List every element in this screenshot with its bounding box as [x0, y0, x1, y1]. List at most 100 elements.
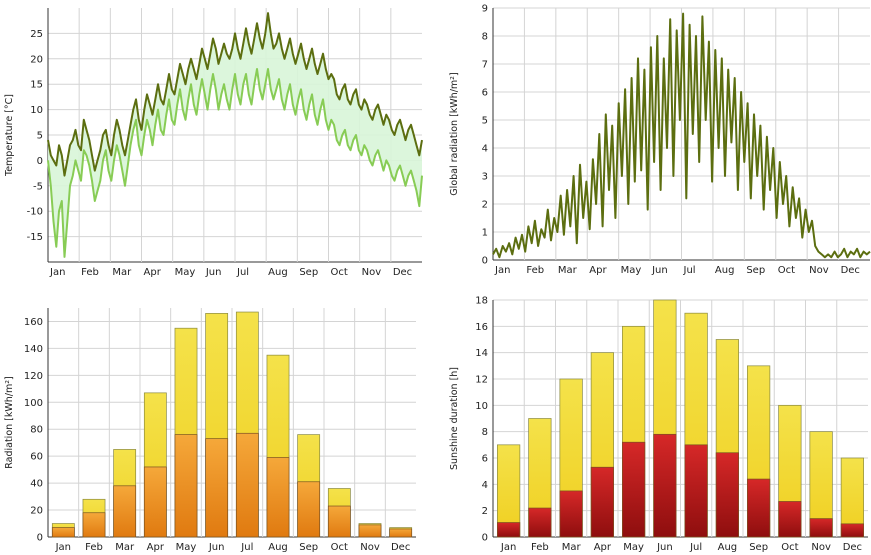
y-tick-label: 6	[482, 454, 488, 465]
x-tick-label: Jan	[494, 265, 510, 276]
x-tick-label: Jun	[651, 265, 668, 276]
x-tick-label: Sep	[746, 265, 765, 276]
x-tick-label: Jan	[55, 542, 71, 553]
global-radiation-chart: 0 1 2 3 4 5 6 7 8 9 Global radiation [kWh/m²] Jan Fe…	[449, 4, 871, 276]
x-tick-label: Mar	[115, 542, 135, 553]
x-tick-label: Dec	[841, 265, 860, 276]
bar-part	[297, 481, 321, 538]
y-tick-label: 4	[482, 480, 488, 491]
x-tick-label: Sep	[749, 542, 768, 553]
x-tick-label: Apr	[589, 265, 607, 276]
y-tick-label: 18	[475, 296, 488, 307]
bar-part	[143, 466, 167, 538]
bar-part	[809, 518, 833, 538]
series-line-0	[492, 12, 871, 259]
x-tick-label: Feb	[526, 265, 544, 276]
y-tick-label: 120	[24, 371, 43, 382]
bar-part	[684, 444, 708, 538]
y-tick-label: -15	[27, 232, 43, 243]
x-tick-label: Feb	[531, 542, 549, 553]
y-tick-label: 20	[30, 506, 43, 517]
bar-part	[497, 522, 521, 538]
x-tick-label: Jan	[500, 542, 516, 553]
x-tick-label: Jun	[656, 542, 673, 553]
x-tick-label: Aug	[718, 542, 738, 553]
x-tick-label: Nov	[809, 265, 829, 276]
y-tick-label: -10	[27, 207, 43, 218]
monthly-radiation-chart: 0 20 40 60 80 100 120 140 160 Radiation [kWh/m²] J…	[4, 308, 416, 553]
x-tick-label: Apr	[144, 267, 162, 278]
x-tick-label: Sep	[299, 267, 318, 278]
bar-part	[327, 505, 351, 538]
y-tick-label: 140	[24, 344, 43, 355]
bar-part	[235, 432, 259, 538]
bar-part	[205, 438, 229, 538]
x-tick-label: Apr	[147, 542, 165, 553]
y-tick-label: 0	[37, 156, 43, 167]
x-tick-label: Nov	[360, 542, 380, 553]
x-tick-label: Jul	[689, 542, 702, 553]
y-tick-label: 8	[482, 427, 488, 438]
x-tick-label: Aug	[268, 267, 288, 278]
bar-part	[528, 507, 552, 538]
y-tick-label: 100	[24, 398, 43, 409]
y-tick-label: 12	[475, 375, 488, 386]
y-tick-label: 60	[30, 452, 43, 463]
y-tick-label: 2	[482, 506, 488, 517]
x-tick-label: Feb	[85, 542, 103, 553]
x-tick-label: Nov	[362, 267, 382, 278]
series-line-1	[47, 68, 423, 258]
y-axis-label: Temperature [°C]	[4, 94, 15, 177]
x-tick-label: Dec	[391, 542, 410, 553]
y-tick-label: 10	[30, 105, 43, 116]
y-axis-label: Radiation [kWh/m²]	[4, 376, 15, 469]
y-tick-label: 40	[30, 479, 43, 490]
x-tick-label: May	[175, 267, 196, 278]
y-tick-label: 10	[475, 401, 488, 412]
range-fill	[48, 13, 422, 257]
y-tick-label: 6	[482, 88, 488, 99]
bar-part	[590, 466, 614, 538]
y-tick-label: 15	[30, 80, 43, 91]
y-tick-label: 2	[482, 200, 488, 211]
y-axis-label: Sunshine duration [h]	[449, 367, 460, 470]
bar-part	[778, 501, 802, 538]
sunshine-duration-chart: 0 2 4 6 8 10 12 14 16 18 Sunshine duration [h] Jan F…	[449, 296, 868, 553]
x-tick-label: Oct	[331, 542, 348, 553]
bar-part	[653, 433, 677, 538]
y-tick-label: 0	[482, 533, 488, 544]
y-tick-label: 4	[482, 144, 488, 155]
bar-part	[840, 523, 864, 538]
y-tick-label: 9	[482, 4, 488, 15]
x-tick-label: Jul	[683, 265, 696, 276]
bar-part	[174, 434, 198, 538]
y-tick-label: 5	[37, 131, 43, 142]
y-axis-label: Global radiation [kWh/m²]	[449, 72, 460, 195]
y-tick-label: 8	[482, 32, 488, 43]
x-tick-label: Jun	[208, 542, 225, 553]
x-tick-label: Dec	[843, 542, 862, 553]
y-tick-label: 160	[24, 317, 43, 328]
x-tick-label: Jul	[240, 542, 253, 553]
y-tick-label: 0	[37, 533, 43, 544]
y-tick-label: 1	[482, 228, 488, 239]
x-tick-label: Apr	[594, 542, 612, 553]
x-tick-label: Mar	[562, 542, 582, 553]
x-tick-label: Dec	[393, 267, 412, 278]
x-tick-label: Jul	[236, 267, 249, 278]
bar-part	[389, 528, 413, 538]
x-tick-label: Mar	[112, 267, 132, 278]
x-tick-label: Oct	[778, 265, 795, 276]
y-tick-label: 14	[475, 348, 488, 359]
bar-part	[266, 457, 290, 538]
x-tick-label: Jan	[49, 267, 65, 278]
bar-part	[358, 524, 382, 538]
bar-part	[622, 441, 646, 538]
temperature-chart: -15 -10 -5 0 5 10 15 20 25 Temperature [°C] Jan Feb…	[4, 8, 423, 278]
x-tick-label: Sep	[299, 542, 318, 553]
y-tick-label: 3	[482, 172, 488, 183]
x-tick-label: May	[176, 542, 197, 553]
y-tick-label: 0	[482, 256, 488, 267]
bar-part	[747, 478, 771, 538]
